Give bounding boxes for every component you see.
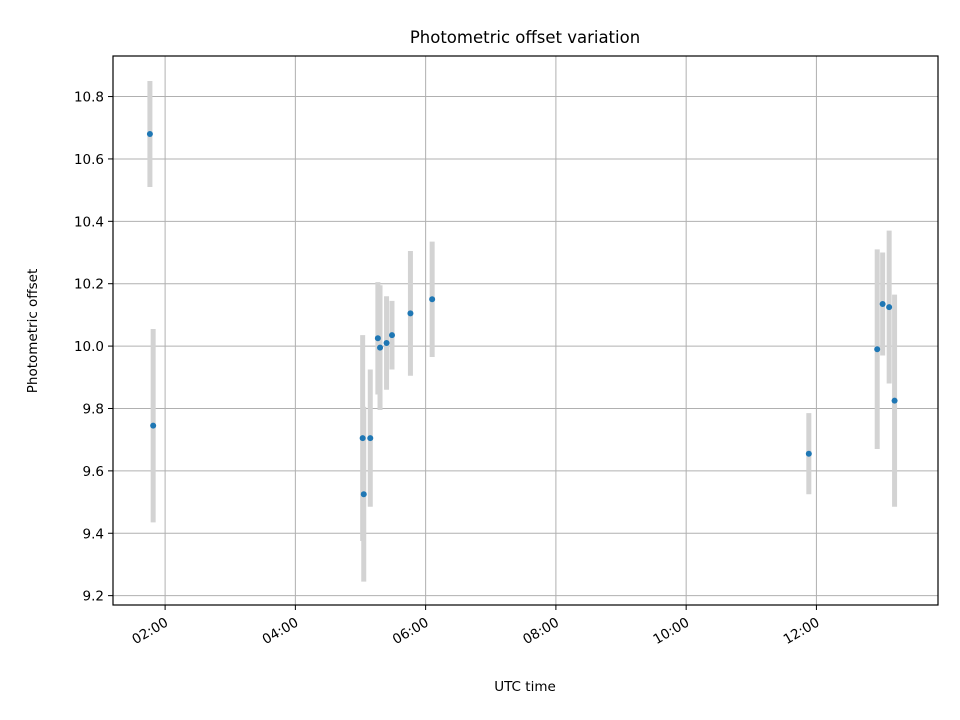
data-point [374, 335, 381, 342]
y-tick-label: 9.2 [83, 589, 104, 605]
data-points [146, 130, 898, 498]
data-point [874, 346, 881, 353]
y-tick-label: 9.4 [83, 526, 104, 542]
plot-frame [112, 55, 939, 606]
y-tick-label: 10.0 [74, 339, 104, 355]
y-axis-label: Photometric offset [25, 269, 41, 393]
data-point [388, 332, 395, 339]
y-tick-label: 10.2 [74, 277, 104, 293]
data-point [360, 491, 367, 498]
x-axis-label: UTC time [494, 679, 556, 695]
data-point [407, 310, 414, 317]
y-tick-label: 9.6 [83, 464, 104, 480]
data-point [150, 422, 157, 429]
data-point [886, 304, 893, 311]
data-point [377, 344, 384, 351]
data-point [805, 450, 812, 457]
y-tick-label: 10.6 [74, 152, 104, 168]
chart-title: Photometric offset variation [410, 28, 640, 47]
y-tick-label: 10.8 [74, 90, 104, 106]
y-tick-label: 9.8 [83, 401, 104, 417]
y-axis-ticks: 9.2 9.4 9.6 9.8 10.0 10.2 10.4 10.6 10.8 [74, 90, 113, 605]
data-point [359, 435, 366, 442]
grid [113, 56, 938, 605]
data-point [891, 397, 898, 404]
data-point [429, 296, 436, 303]
data-point [879, 300, 886, 307]
y-tick-label: 10.4 [74, 214, 104, 230]
data-point [383, 339, 390, 346]
data-point [367, 435, 374, 442]
data-point [146, 130, 153, 137]
